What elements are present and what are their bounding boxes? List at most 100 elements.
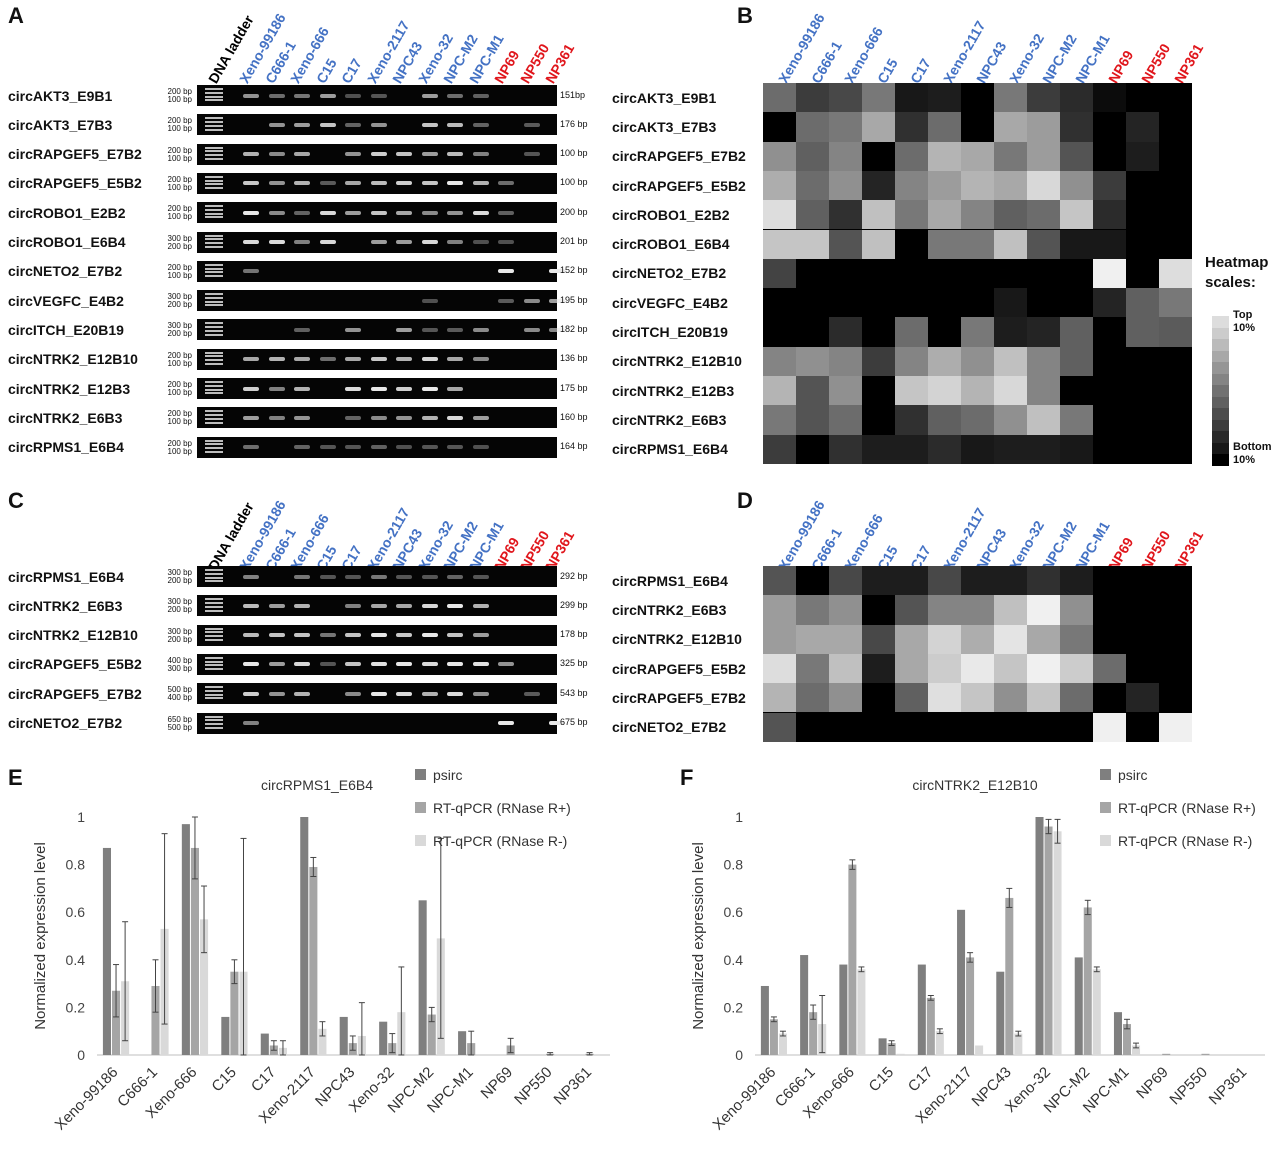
panel-b-heatmap-cell bbox=[928, 200, 961, 230]
panel-b-heatmap-cell bbox=[961, 434, 994, 464]
panel-a-sample-band bbox=[319, 122, 336, 127]
panel-a-ladder-mark-high: 200 bp bbox=[167, 350, 192, 360]
panel-a-sample-band bbox=[447, 240, 463, 244]
panel-c-sample-band bbox=[472, 574, 489, 579]
panel-a-ladder-band bbox=[205, 333, 223, 336]
bar-0 bbox=[181, 824, 190, 1055]
panel-d-heatmap-cell bbox=[1060, 624, 1093, 654]
panel-a-ladder-band bbox=[205, 121, 223, 124]
panel-a-sample-band bbox=[523, 327, 540, 332]
panel-b-heatmap-cell bbox=[1159, 288, 1192, 318]
panel-a-gel-strip bbox=[197, 172, 557, 194]
panel-b-heatmap-cell bbox=[994, 434, 1027, 464]
panel-a-ladder-band bbox=[205, 183, 223, 186]
bar-0 bbox=[418, 900, 427, 1055]
y-tick-label: 0.2 bbox=[724, 999, 744, 1015]
panel-c-ladder-band bbox=[205, 627, 223, 630]
panel-a-ladder-band bbox=[205, 175, 223, 178]
panel-b-heatmap-cell bbox=[1060, 112, 1093, 142]
x-tick-label: C15 bbox=[208, 1064, 239, 1095]
bar-0 bbox=[1035, 817, 1044, 1055]
panel-c-ladder-mark-low: 200 bp bbox=[167, 634, 192, 644]
panel-a-sample-band bbox=[421, 327, 438, 332]
panel-b-heatmap-cell bbox=[1093, 170, 1126, 201]
bar-1 bbox=[151, 985, 160, 1055]
legend-label: RT-qPCR (RNase R-) bbox=[433, 833, 567, 849]
panel-b-heatmap-cell bbox=[829, 434, 862, 464]
panel-c-ladder-band bbox=[205, 656, 223, 659]
panel-a-sample-band bbox=[319, 210, 336, 215]
panel-a-ladder-mark-low: 100 bp bbox=[167, 417, 192, 427]
panel-b-heatmap-cell bbox=[1126, 170, 1159, 201]
panel-a-ladder-band bbox=[205, 242, 223, 244]
panel-a-ladder-mark-low: 200 bp bbox=[167, 241, 192, 251]
panel-b-heatmap-cell bbox=[961, 317, 994, 347]
bar-0 bbox=[458, 1031, 467, 1055]
panel-b-heatmap-cell bbox=[1027, 141, 1060, 171]
heatmap-scale-step bbox=[1212, 408, 1229, 421]
panel-c-row-label: circNETO2_E7B2 bbox=[8, 715, 123, 731]
bar-2 bbox=[1132, 1045, 1141, 1055]
panel-b-heatmap-cell bbox=[928, 141, 961, 171]
panel-a-gel-strip bbox=[197, 260, 565, 282]
panel-b-heatmap-cell bbox=[1159, 405, 1192, 435]
panel-d-heatmap-cell bbox=[862, 595, 895, 625]
panel-c-ladder-band bbox=[205, 631, 223, 634]
panel-c-ladder-band bbox=[205, 576, 223, 579]
panel-a-sample-band bbox=[370, 152, 387, 157]
panel-label-e: E bbox=[8, 765, 23, 790]
panel-a-ladder-band bbox=[205, 212, 223, 215]
legend-swatch bbox=[415, 769, 426, 780]
panel-c-ladder-band bbox=[205, 635, 223, 638]
panel-c-ladder-band bbox=[205, 664, 223, 667]
bar-chart-e: circRPMS1_E6B4 Normalized expression leve… bbox=[32, 767, 610, 1134]
panel-a-gel-strip bbox=[197, 348, 557, 370]
panel-d-heatmap-cell bbox=[1093, 566, 1126, 596]
panel-c-ladder-band bbox=[205, 638, 223, 641]
panel-a-gel-strip bbox=[197, 436, 557, 458]
panel-b-heatmap-cell bbox=[895, 170, 928, 201]
panel-c-sample-band bbox=[243, 574, 259, 579]
bar-2 bbox=[1053, 831, 1062, 1055]
panel-d-row-label: circNETO2_E7B2 bbox=[612, 719, 727, 736]
heatmap-scale-step bbox=[1212, 419, 1229, 432]
panel-b-heatmap-cell bbox=[796, 317, 829, 347]
panel-label-b: B bbox=[737, 3, 753, 28]
panel-b-heatmap-cell bbox=[928, 258, 961, 289]
panel-b-heatmap-cell bbox=[895, 317, 928, 347]
panel-b-heatmap-cell bbox=[763, 405, 796, 435]
panel-c-row-label: circRAPGEF5_E7B2 bbox=[8, 685, 142, 702]
panel-a-sample-band bbox=[268, 240, 285, 244]
panel-b-heatmap-cell bbox=[1093, 112, 1126, 142]
panel-a-product-size: 100 bp bbox=[560, 177, 588, 188]
panel-a-ladder-band bbox=[205, 359, 223, 362]
panel-c-ladder-mark-low: 200 bp bbox=[167, 605, 192, 615]
heatmap-scale-title: Heatmap scales: bbox=[1205, 254, 1269, 291]
panel-b-heatmap-cell bbox=[862, 83, 895, 113]
panel-a-sample-band bbox=[421, 445, 438, 450]
panel-a-product-size: 201 bp bbox=[560, 236, 588, 246]
panel-d-heatmap-cell bbox=[895, 683, 928, 713]
heatmap-scale-step bbox=[1212, 350, 1229, 363]
panel-c-gel-strip bbox=[197, 595, 557, 617]
panel-a-ladder-band bbox=[205, 351, 223, 354]
x-tick-label: NP361 bbox=[551, 1064, 595, 1108]
panel-a-sample-band bbox=[472, 181, 489, 186]
y-tick-label: 0.4 bbox=[66, 952, 86, 968]
panel-b-heatmap-cell bbox=[1093, 405, 1126, 435]
panel-a-sample-band bbox=[294, 240, 310, 244]
panel-c-ladder-band bbox=[205, 569, 223, 571]
panel-a-ladder-mark-high: 200 bp bbox=[167, 204, 192, 214]
panel-b-lane-label: C17 bbox=[907, 55, 934, 86]
panel-b-heatmap-cell bbox=[895, 83, 928, 113]
panel-b-heatmap-cell bbox=[1060, 405, 1093, 435]
panel-b-heatmap-cell bbox=[763, 317, 796, 347]
panel-d-heatmap-cell bbox=[994, 595, 1027, 625]
legend-label: psirc bbox=[1118, 767, 1148, 783]
panel-a-sample-band bbox=[421, 210, 438, 215]
panel-d-heatmap-cell bbox=[994, 624, 1027, 654]
panel-a-ladder-band bbox=[205, 238, 223, 241]
panel-c-ladder-band bbox=[205, 689, 223, 692]
panel-c-ladder-mark-high: 650 bp bbox=[167, 714, 192, 724]
panel-b-heatmap-cell bbox=[928, 376, 961, 406]
